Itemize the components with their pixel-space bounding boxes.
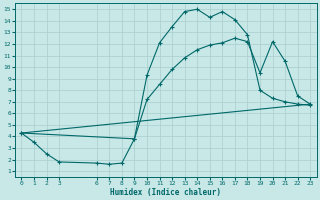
X-axis label: Humidex (Indice chaleur): Humidex (Indice chaleur) <box>110 188 221 197</box>
